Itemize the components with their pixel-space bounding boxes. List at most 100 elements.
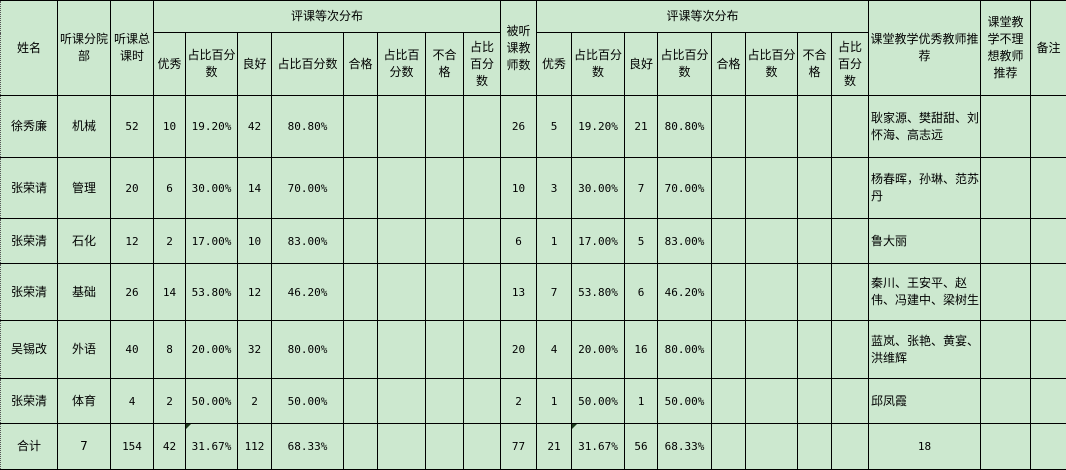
- cell-grade[interactable]: [426, 379, 464, 424]
- cell-grade[interactable]: [378, 96, 426, 158]
- cell-grade[interactable]: [464, 96, 501, 158]
- cell-recommend[interactable]: 邱凤霞: [869, 379, 981, 424]
- cell-grade[interactable]: 17.00%: [572, 219, 625, 264]
- cell-grade[interactable]: [344, 96, 378, 158]
- cell-dept[interactable]: 基础: [58, 264, 111, 321]
- cell-recommend[interactable]: 蓝岚、张艳、黄宴、洪维辉: [869, 321, 981, 379]
- subheader-cell[interactable]: 优秀: [537, 33, 572, 96]
- cell-hours[interactable]: 154: [111, 424, 154, 470]
- cell-dept[interactable]: 管理: [58, 158, 111, 219]
- cell-poor[interactable]: [981, 264, 1031, 321]
- cell-dept[interactable]: 机械: [58, 96, 111, 158]
- cell-remarks[interactable]: [1031, 264, 1066, 321]
- cell-poor[interactable]: [981, 96, 1031, 158]
- subheader-cell[interactable]: 合格: [344, 33, 378, 96]
- cell-grade[interactable]: 80.80%: [658, 96, 712, 158]
- cell-grade[interactable]: [464, 379, 501, 424]
- cell-grade[interactable]: [798, 321, 832, 379]
- cell-grade[interactable]: [426, 424, 464, 470]
- cell-grade[interactable]: [746, 96, 798, 158]
- subheader-cell[interactable]: 占比百分数: [746, 33, 798, 96]
- subheader-cell[interactable]: 不合格: [426, 33, 464, 96]
- cell-grade[interactable]: 19.20%: [572, 96, 625, 158]
- cell-grade[interactable]: [832, 219, 869, 264]
- cell-grade[interactable]: [426, 96, 464, 158]
- cell-grade[interactable]: 12: [238, 264, 272, 321]
- subheader-cell[interactable]: 占比百分数: [572, 33, 625, 96]
- cell-grade[interactable]: [344, 219, 378, 264]
- cell-grade[interactable]: 53.80%: [186, 264, 238, 321]
- cell-grade[interactable]: 30.00%: [186, 158, 238, 219]
- cell-grade[interactable]: [832, 321, 869, 379]
- cell-grade[interactable]: [344, 424, 378, 470]
- cell-grade[interactable]: 10: [238, 219, 272, 264]
- cell-teachers[interactable]: 6: [501, 219, 537, 264]
- cell-poor[interactable]: [981, 379, 1031, 424]
- subheader-cell[interactable]: 优秀: [154, 33, 186, 96]
- cell-grade[interactable]: 46.20%: [658, 264, 712, 321]
- cell-poor[interactable]: [981, 424, 1031, 470]
- cell-grade[interactable]: 68.33%: [272, 424, 344, 470]
- cell-grade[interactable]: 10: [154, 96, 186, 158]
- cell-poor[interactable]: [981, 158, 1031, 219]
- cell-grade[interactable]: 31.67%: [572, 424, 625, 470]
- cell-dept[interactable]: 外语: [58, 321, 111, 379]
- subheader-cell[interactable]: 占比百分数: [658, 33, 712, 96]
- cell-teachers[interactable]: 2: [501, 379, 537, 424]
- cell-grade[interactable]: 1: [625, 379, 658, 424]
- cell-name[interactable]: 张荣清: [1, 264, 58, 321]
- subheader-cell[interactable]: 占比百分数: [378, 33, 426, 96]
- cell-grade[interactable]: [378, 158, 426, 219]
- cell-recommend[interactable]: 耿家源、樊甜甜、刘怀海、高志远: [869, 96, 981, 158]
- cell-grade[interactable]: 31.67%: [186, 424, 238, 470]
- header-poor[interactable]: 课堂教学不理想教师推荐: [981, 1, 1031, 96]
- cell-grade[interactable]: [426, 321, 464, 379]
- cell-grade[interactable]: [746, 158, 798, 219]
- cell-grade[interactable]: 80.80%: [272, 96, 344, 158]
- cell-grade[interactable]: [378, 219, 426, 264]
- cell-grade[interactable]: [712, 158, 746, 219]
- cell-grade[interactable]: 2: [154, 379, 186, 424]
- cell-grade[interactable]: [712, 96, 746, 158]
- cell-grade[interactable]: [746, 424, 798, 470]
- cell-grade[interactable]: 83.00%: [658, 219, 712, 264]
- cell-grade[interactable]: [344, 158, 378, 219]
- cell-name[interactable]: 张荣请: [1, 158, 58, 219]
- cell-grade[interactable]: [344, 321, 378, 379]
- header-remarks[interactable]: 备注: [1031, 1, 1066, 96]
- cell-grade[interactable]: 14: [154, 264, 186, 321]
- cell-hours[interactable]: 26: [111, 264, 154, 321]
- cell-grade[interactable]: [798, 96, 832, 158]
- cell-grade[interactable]: [426, 264, 464, 321]
- subheader-cell[interactable]: 占比百分数: [272, 33, 344, 96]
- cell-grade[interactable]: [464, 424, 501, 470]
- cell-grade[interactable]: 16: [625, 321, 658, 379]
- cell-grade[interactable]: 14: [238, 158, 272, 219]
- cell-grade[interactable]: 19.20%: [186, 96, 238, 158]
- cell-grade[interactable]: 50.00%: [572, 379, 625, 424]
- cell-grade[interactable]: 1: [537, 379, 572, 424]
- cell-grade[interactable]: [832, 424, 869, 470]
- cell-grade[interactable]: 6: [625, 264, 658, 321]
- cell-grade[interactable]: 83.00%: [272, 219, 344, 264]
- cell-hours[interactable]: 20: [111, 158, 154, 219]
- cell-grade[interactable]: [746, 219, 798, 264]
- cell-grade[interactable]: 53.80%: [572, 264, 625, 321]
- cell-grade[interactable]: [798, 219, 832, 264]
- cell-grade[interactable]: [344, 379, 378, 424]
- cell-grade[interactable]: [378, 379, 426, 424]
- cell-grade[interactable]: 20.00%: [186, 321, 238, 379]
- cell-grade[interactable]: 112: [238, 424, 272, 470]
- cell-grade[interactable]: 2: [154, 219, 186, 264]
- cell-grade[interactable]: 7: [537, 264, 572, 321]
- cell-grade[interactable]: 56: [625, 424, 658, 470]
- cell-grade[interactable]: [464, 264, 501, 321]
- cell-teachers[interactable]: 26: [501, 96, 537, 158]
- cell-grade[interactable]: 17.00%: [186, 219, 238, 264]
- cell-grade[interactable]: 70.00%: [658, 158, 712, 219]
- cell-grade[interactable]: [746, 379, 798, 424]
- cell-hours[interactable]: 40: [111, 321, 154, 379]
- cell-grade[interactable]: 5: [625, 219, 658, 264]
- cell-teachers[interactable]: 13: [501, 264, 537, 321]
- cell-grade[interactable]: [798, 264, 832, 321]
